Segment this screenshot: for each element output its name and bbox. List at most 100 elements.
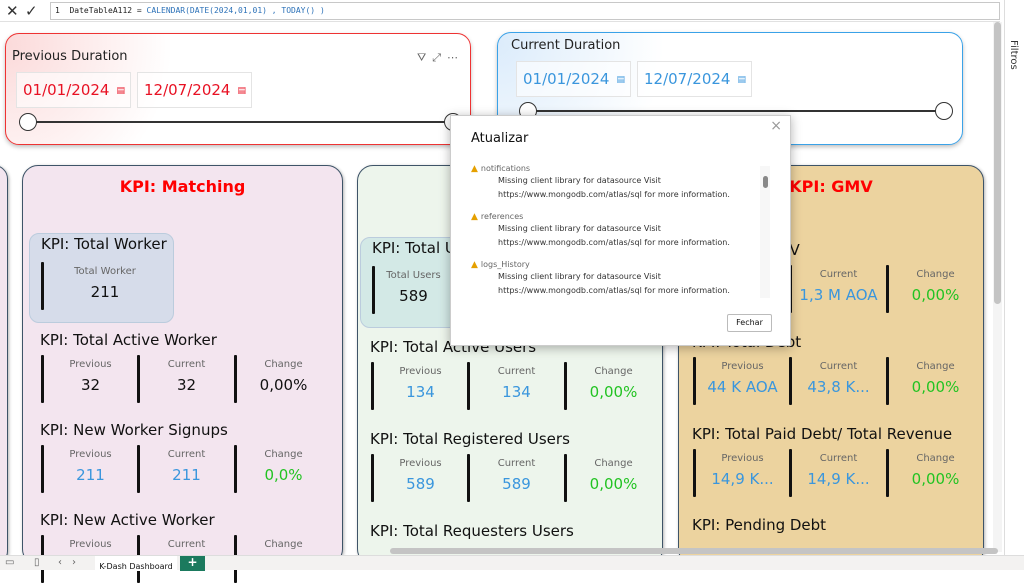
filter-icon[interactable]: ⛛ [416,51,433,64]
scroll-thumb[interactable] [994,22,1001,304]
stat-label: Current [167,449,206,460]
warning-icon: ▲ [471,164,478,174]
message-line: https://www.mongodb.com/atlas/sql for mo… [498,238,730,247]
message-line: Missing client library for datasource Vi… [498,224,661,233]
divider-bar [371,362,374,410]
stat-value: 0,0% [264,466,303,484]
error-item: ▲ notifications Missing client library for… [471,164,771,212]
stat-value: 0,00% [589,383,638,401]
start-date-input[interactable]: 01/01/2024 ▤ [516,61,631,97]
close-button[interactable]: Fechar [727,314,772,332]
next-page-icon[interactable]: › [72,557,76,568]
divider-bar [693,449,696,497]
scroll-thumb[interactable] [763,176,768,188]
cancel-icon[interactable]: ✕ [6,2,19,20]
end-date-value: 12/07/2024 [644,70,731,88]
kpi-stat: Previous 14,9 K... [693,449,789,497]
stat-label: Previous [69,449,112,460]
stat-label: Change [916,269,955,280]
prev-page-icon[interactable]: ‹ [58,557,62,568]
kpi-stat: Change 0,00% [564,454,660,502]
stat-label: Current [497,458,536,469]
stat-label: Change [916,453,955,464]
start-date-value: 01/01/2024 [523,70,610,88]
formula-name: DateTableA112 [69,6,133,15]
focus-mode-icon[interactable]: ⤢ [432,51,447,64]
refresh-dialog: Atualizar × ▲ notifications Missing client… [450,115,791,346]
stat-label: Change [594,366,633,377]
commit-check-icon[interactable]: ✓ [25,2,38,20]
calendar-icon[interactable]: ▤ [737,75,746,85]
message-line: Missing client library for datasource Vi… [498,272,661,281]
formula-bar: ✕ ✓ 1 DateTableA112 = CALENDAR(DATE(2024… [0,0,1000,22]
stat-label: Current [167,539,206,550]
offscreen-kpi-card [0,165,8,565]
filters-pane[interactable]: Filtros [1004,0,1024,555]
formula-input[interactable]: 1 DateTableA112 = CALENDAR(DATE(2024,01,… [50,2,1000,20]
date-range-track[interactable] [528,110,946,112]
line-number: 1 [55,6,60,15]
stat-value: 589 [502,475,531,493]
stat-label: Change [264,449,303,460]
calendar-icon[interactable]: ▤ [616,75,625,85]
stat-value: 211 [172,466,201,484]
message-line: https://www.mongodb.com/atlas/sql for mo… [498,286,730,295]
kpi-stat: Current 211 [137,445,233,493]
start-date-input[interactable]: 01/01/2024 ▤ [16,72,131,108]
calendar-icon[interactable]: ▤ [237,86,246,96]
warning-icon: ▲ [471,260,478,270]
divider-bar [789,357,792,405]
filters-label[interactable]: Filtros [1008,40,1019,70]
message-line: https://www.mongodb.com/atlas/sql for mo… [498,190,730,199]
kpi-section-title: KPI: Total Paid Debt/ Total Revenue [692,425,953,443]
dialog-scrollbar[interactable] [760,166,770,298]
stat-label: Current [819,361,858,372]
current-duration-card: Current Duration 01/01/2024 ▤ 12/07/2024 ▤ [497,32,963,145]
total-kpi-box: KPI: Total Worker Total Worker 211 [29,233,174,323]
error-item: ▲ references Missing client library for da… [471,212,771,260]
add-page-button[interactable]: + [180,556,205,571]
normal-view-icon[interactable]: ▭ [5,557,15,568]
divider-bar [41,262,44,310]
stat-label: Previous [721,453,764,464]
previous-duration-card: Previous Duration ⛛⤢⋯ 01/01/2024 ▤ 12/07/… [5,33,471,145]
horizontal-scrollbar[interactable] [390,548,998,554]
divider-bar [137,445,140,493]
vertical-scrollbar[interactable] [993,22,1002,552]
stat-value: 1,3 M AOA [799,286,878,304]
end-date-input[interactable]: 12/07/2024 ▤ [637,61,752,97]
message-line: Missing client library for datasource Vi… [498,176,661,185]
stat-label: Total Users [386,270,441,281]
previous-duration-title: Previous Duration [12,49,128,64]
table-name: logs_History [480,260,530,269]
stat-value: 589 [406,475,435,493]
stat-value: 134 [502,383,531,401]
table-name: notifications [480,164,531,173]
equals: = [132,6,147,15]
calendar-icon[interactable]: ▤ [116,86,125,96]
mobile-view-icon[interactable]: ▯ [34,557,40,568]
error-message: Missing client library for datasource Vi… [471,270,771,298]
stat-value: 32 [80,376,101,394]
stat-label: Current [819,269,858,280]
date-range-track[interactable] [28,121,453,123]
divider-bar [693,357,696,405]
page-tab-k-dash[interactable]: K-Dash Dashboard [95,556,177,571]
stat-label: Previous [69,539,112,550]
stat-value: 14,9 K... [711,470,774,488]
table-name: references [480,212,524,221]
stat-value: 134 [406,383,435,401]
range-start-handle[interactable] [19,113,37,131]
divider-bar [886,357,889,405]
close-icon[interactable]: × [770,118,782,134]
stat-value: 0,00% [259,376,308,394]
more-options-icon[interactable]: ⋯ [447,51,464,64]
end-date-input[interactable]: 12/07/2024 ▤ [137,72,252,108]
stat-label: Previous [399,366,442,377]
error-message: Missing client library for datasource Vi… [471,174,771,202]
kpi-section-title: KPI: New Active Worker [40,511,215,529]
range-end-handle[interactable] [935,102,953,120]
kpi-stat: Current 32 [137,355,233,403]
divider-bar [467,362,470,410]
slicer-header-icons: ⛛⤢⋯ [417,51,464,65]
